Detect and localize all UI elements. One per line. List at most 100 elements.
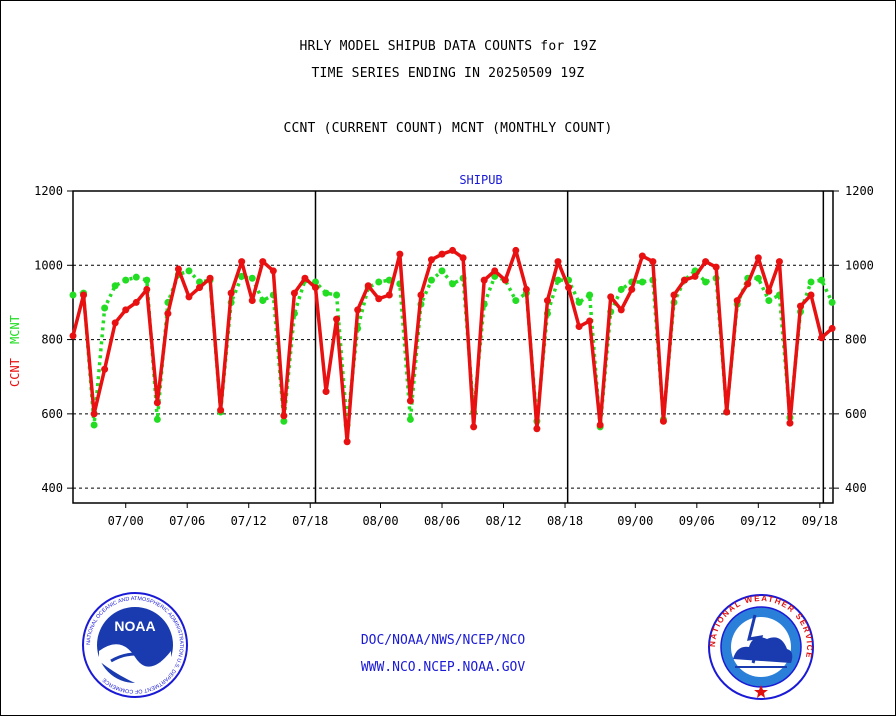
y-tick-label-left: 800 <box>41 333 63 347</box>
data-point-ccnt <box>659 417 667 425</box>
data-point-ccnt <box>164 310 172 318</box>
data-point-mcnt <box>375 278 383 286</box>
data-point-ccnt <box>543 297 551 305</box>
data-point-mcnt <box>818 276 826 284</box>
data-point-ccnt <box>575 323 583 331</box>
series-line-ccnt <box>71 248 834 444</box>
data-point-mcnt <box>438 267 446 275</box>
x-tick-label: 09/18 <box>802 514 838 528</box>
data-point-ccnt <box>459 254 467 262</box>
data-point-mcnt <box>765 297 773 305</box>
data-point-ccnt <box>122 306 130 314</box>
data-point-ccnt <box>702 258 710 266</box>
data-point-ccnt <box>143 285 151 293</box>
data-point-ccnt <box>217 406 225 414</box>
data-point-mcnt <box>554 276 562 284</box>
data-point-ccnt <box>301 274 309 282</box>
data-point-mcnt <box>807 278 815 286</box>
data-point-ccnt <box>691 272 699 280</box>
x-tick-label: 07/18 <box>292 514 328 528</box>
data-point-ccnt <box>818 334 826 342</box>
data-point-ccnt <box>101 365 109 373</box>
data-point-ccnt <box>385 291 393 299</box>
data-point-mcnt <box>259 297 267 305</box>
data-point-ccnt <box>554 258 562 266</box>
data-point-ccnt <box>269 267 277 275</box>
data-point-ccnt <box>586 317 594 325</box>
y-axis-label-ccnt: CCNT <box>8 358 22 387</box>
data-point-mcnt <box>449 280 457 288</box>
nws-logo-icon: NATIONAL WEATHER SERVICE <box>708 594 814 700</box>
chart-series-title: SHIPUB <box>459 173 502 187</box>
data-point-mcnt <box>333 291 341 299</box>
data-point-mcnt <box>406 415 414 423</box>
data-point-ccnt <box>322 388 330 396</box>
data-point-ccnt <box>607 293 615 301</box>
data-point-mcnt <box>143 276 151 284</box>
data-point-ccnt <box>670 291 678 299</box>
data-point-ccnt <box>238 258 246 266</box>
data-point-mcnt <box>122 276 130 284</box>
noaa-logo-text: NOAA <box>114 618 155 634</box>
y-tick-label-right: 800 <box>845 333 867 347</box>
x-tick-label: 09/00 <box>617 514 653 528</box>
data-point-ccnt <box>311 284 319 292</box>
data-point-ccnt <box>174 265 182 273</box>
data-point-mcnt <box>586 291 594 299</box>
data-point-ccnt <box>638 252 646 260</box>
x-tick-label: 07/00 <box>108 514 144 528</box>
data-point-ccnt <box>649 258 657 266</box>
data-point-mcnt <box>280 417 288 425</box>
data-point-mcnt <box>427 276 435 284</box>
data-point-mcnt <box>702 278 710 286</box>
y-axis-label-mcnt: MCNT <box>8 315 22 344</box>
data-point-ccnt <box>786 419 794 427</box>
data-point-ccnt <box>628 285 636 293</box>
data-point-ccnt <box>754 254 762 262</box>
data-point-mcnt <box>248 274 256 282</box>
data-point-ccnt <box>480 276 488 284</box>
chart-title-line1: HRLY MODEL SHIPUB DATA COUNTS for 19Z <box>299 39 597 54</box>
data-point-ccnt <box>343 438 351 446</box>
data-point-ccnt <box>681 276 689 284</box>
data-point-ccnt <box>723 408 731 416</box>
x-tick-label: 08/12 <box>485 514 521 528</box>
data-point-mcnt <box>575 298 583 306</box>
data-point-ccnt <box>111 319 119 327</box>
data-point-mcnt <box>638 278 646 286</box>
data-point-mcnt <box>69 291 77 299</box>
data-point-ccnt <box>69 332 77 340</box>
data-point-ccnt <box>354 306 362 314</box>
data-point-ccnt <box>406 397 414 405</box>
data-point-mcnt <box>111 282 119 290</box>
data-point-ccnt <box>417 291 425 299</box>
y-tick-label-left: 600 <box>41 407 63 421</box>
x-tick-label: 08/18 <box>547 514 583 528</box>
x-tick-label: 09/12 <box>740 514 776 528</box>
data-point-ccnt <box>206 274 214 282</box>
data-point-mcnt <box>90 421 98 429</box>
data-point-mcnt <box>322 289 330 297</box>
data-point-ccnt <box>185 293 193 301</box>
noaa-logo-icon: NOAA NATIONAL OCEANIC AND ATMOSPHERIC AD… <box>82 592 188 698</box>
data-point-ccnt <box>522 285 530 293</box>
y-tick-label-right: 1200 <box>845 184 874 198</box>
data-point-ccnt <box>807 291 815 299</box>
data-point-ccnt <box>375 295 383 303</box>
plot-frame <box>72 190 834 504</box>
data-point-ccnt <box>512 246 520 254</box>
data-point-ccnt <box>290 289 298 297</box>
data-point-ccnt <box>712 263 720 271</box>
x-tick-label: 09/06 <box>679 514 715 528</box>
data-point-mcnt <box>754 274 762 282</box>
footer-org-path: DOC/NOAA/NWS/NCEP/NCO <box>360 633 526 648</box>
y-tick-label-right: 400 <box>845 481 867 495</box>
x-tick-label: 07/12 <box>231 514 267 528</box>
data-point-mcnt <box>132 273 140 281</box>
chart-legend-description: CCNT (CURRENT COUNT) MCNT (MONTHLY COUNT… <box>283 121 613 136</box>
data-point-ccnt <box>449 246 457 254</box>
data-point-ccnt <box>427 256 435 264</box>
data-point-ccnt <box>396 250 404 258</box>
data-point-ccnt <box>533 425 541 433</box>
data-point-mcnt <box>617 285 625 293</box>
